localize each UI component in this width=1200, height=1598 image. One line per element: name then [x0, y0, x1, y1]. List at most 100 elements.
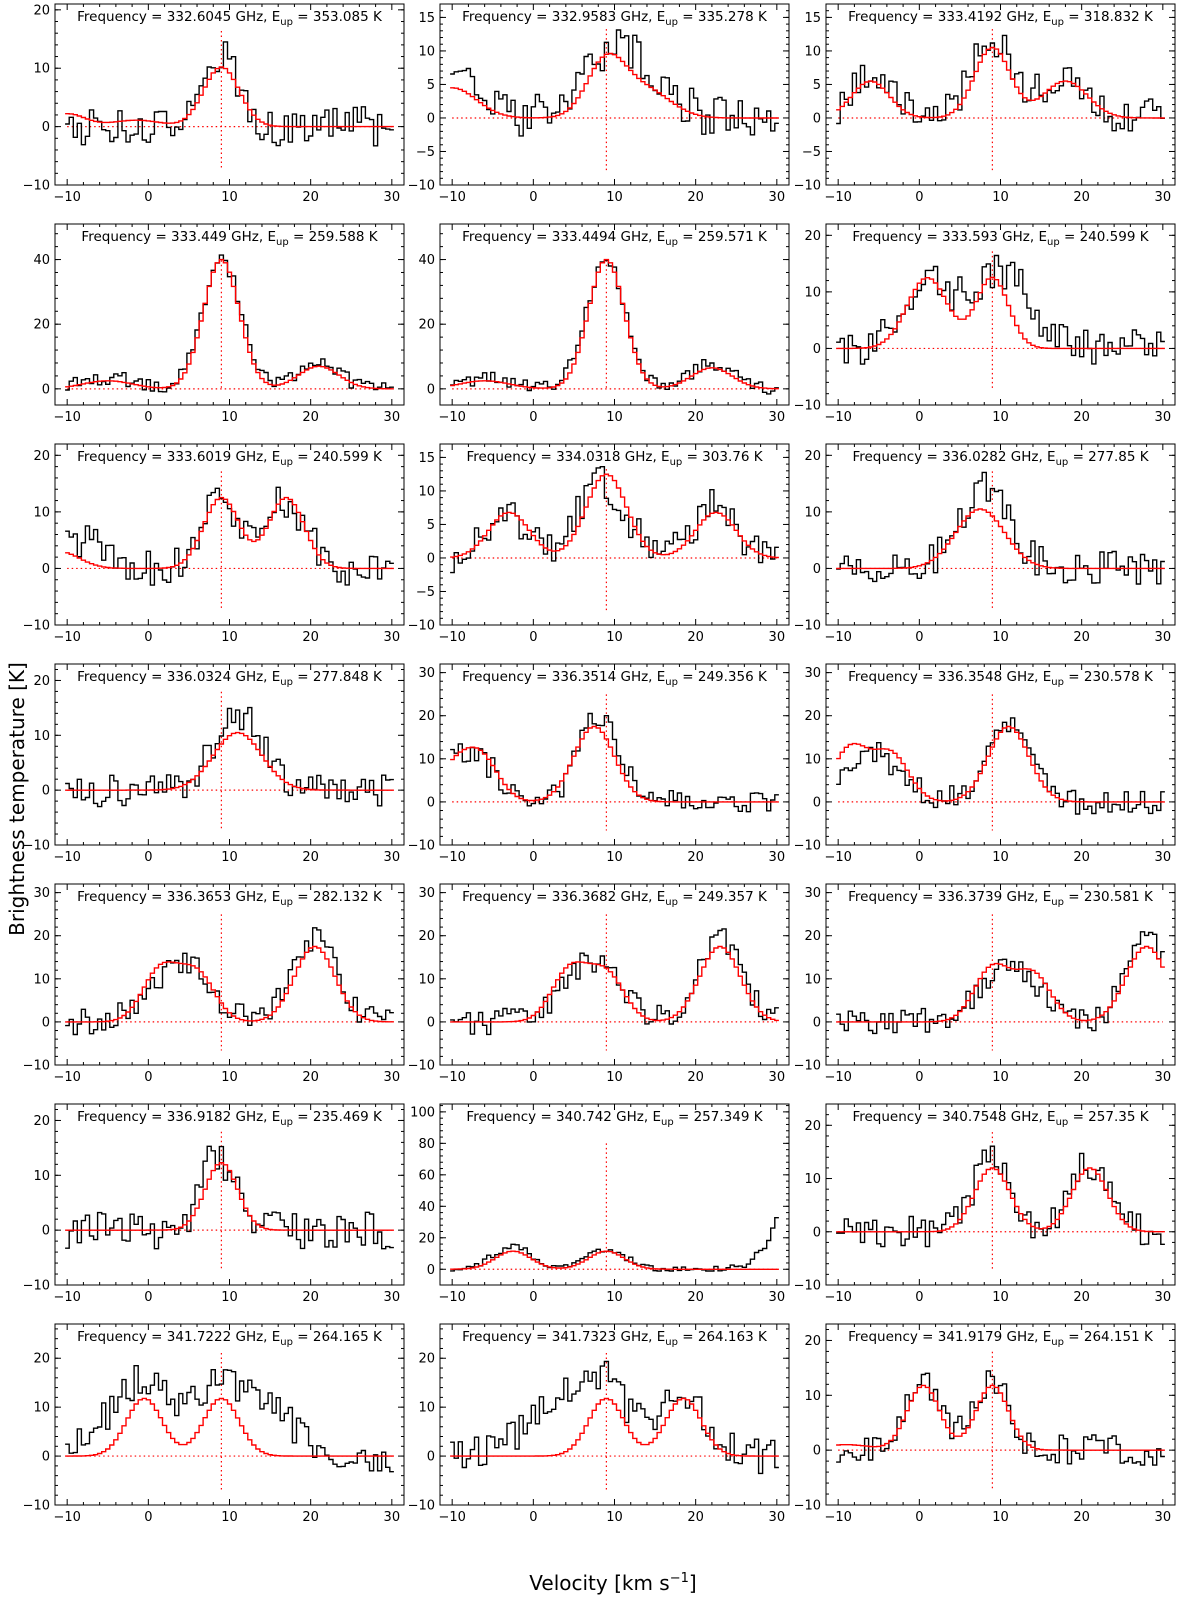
x-tick-label: 10 [992, 1510, 1009, 1525]
y-tick-label: −10 [408, 1059, 435, 1074]
y-tick-label: 10 [33, 1401, 50, 1416]
panel-title-eup: = 240.599 K [293, 449, 383, 465]
panel-title-eup: = 240.599 K [1060, 229, 1150, 245]
panel-title-eup: = 318.832 K [1064, 9, 1154, 25]
x-tick-label: 0 [915, 630, 923, 645]
panel-frame [54, 223, 405, 406]
spectrum-panel: −10 0 10 20 30 −10 0 10 20 30 Frequency = 336.3653… [23, 883, 405, 1085]
x-tick-label: 0 [915, 1510, 923, 1525]
panel-title-frequency: Frequency = 333.593 GHz, E [852, 229, 1047, 245]
model-spectrum [65, 945, 394, 1023]
y-tick-label: 10 [33, 1169, 50, 1184]
panel-title-frequency: Frequency = 340.7548 GHz, E [852, 1109, 1055, 1125]
x-tick-label: 10 [606, 410, 623, 425]
panel-frame [825, 883, 1176, 1066]
panel-title: Frequency = 336.3653 GHz, Eup = 282.132 … [77, 889, 383, 908]
x-tick-label: 30 [769, 1290, 786, 1305]
observed-spectrum [65, 1365, 394, 1473]
panel-title-frequency: Frequency = 336.3514 GHz, E [462, 669, 665, 685]
plot-area [450, 694, 779, 831]
x-tick-label: 10 [606, 1510, 623, 1525]
y-tick-label: 20 [418, 709, 435, 724]
spectrum-panel: −10 0 10 20 30 −10 −5 0 5 10 15 Frequency = 334.031… [408, 443, 790, 645]
y-tick-label: −10 [794, 1499, 821, 1514]
x-tick-label: −10 [824, 1290, 851, 1305]
panel-title-subscript: up [665, 17, 678, 28]
x-tick-label: 20 [687, 1510, 704, 1525]
x-tick-label: 20 [302, 190, 319, 205]
panel-title-eup: = 277.85 K [1068, 449, 1149, 465]
observed-spectrum [65, 927, 394, 1036]
y-tick-label: 20 [804, 1119, 821, 1134]
spectrum-panel: −10 0 10 20 30 −10 0 10 20 30 Frequency = 336.3739… [794, 883, 1176, 1085]
y-tick-label: 0 [427, 382, 435, 397]
y-tick-label: 20 [33, 1352, 50, 1367]
x-tick-label: 10 [221, 1510, 238, 1525]
x-tick-label: 30 [1155, 1070, 1172, 1085]
x-tick-label: 20 [1073, 630, 1090, 645]
y-tick-label: 0 [42, 562, 50, 577]
x-tick-label: 0 [144, 850, 152, 865]
plot-area [836, 251, 1165, 391]
y-tick-label: 10 [804, 1389, 821, 1404]
plot-area [65, 691, 394, 831]
x-tick-label: 0 [144, 410, 152, 425]
panel-title-subscript: up [665, 1337, 678, 1348]
panel-title-frequency: Frequency = 336.3653 GHz, E [77, 889, 280, 905]
y-tick-label: 0 [427, 111, 435, 126]
y-tick-label: 10 [418, 1401, 435, 1416]
panel-frame [54, 3, 405, 186]
observed-spectrum [836, 931, 1165, 1035]
x-tick-label: 20 [687, 1070, 704, 1085]
model-spectrum [836, 1167, 1165, 1233]
model-spectrum [836, 1384, 1165, 1451]
panel-title-subscript: up [280, 677, 293, 688]
panel-title-subscript: up [670, 457, 683, 468]
y-tick-label: 0 [813, 342, 821, 357]
observed-spectrum [836, 471, 1165, 585]
y-tick-label: −10 [794, 839, 821, 854]
y-tick-label: 20 [33, 929, 50, 944]
panel-title: Frequency = 336.3548 GHz, Eup = 230.578 … [848, 669, 1154, 688]
panel-frame [825, 663, 1176, 846]
x-tick-label: 30 [769, 630, 786, 645]
y-tick-label: 10 [804, 752, 821, 767]
observed-spectrum [65, 254, 394, 393]
spectrum-panel: −10 0 10 20 30 −10 0 10 20 Frequency = 336.0282 G… [794, 443, 1176, 645]
x-tick-label: 30 [769, 850, 786, 865]
y-tick-label: −10 [23, 1059, 50, 1074]
panel-title-eup: = 235.469 K [293, 1109, 383, 1125]
x-tick-label: 30 [769, 410, 786, 425]
plot-area [450, 258, 779, 395]
spectrum-panel: −10 0 10 20 30 −10 0 10 20 Frequency = 340.7548 G… [794, 1103, 1176, 1305]
spectrum-panel: −10 0 10 20 30 −10 0 10 20 Frequency = 341.9179 G… [794, 1323, 1176, 1525]
spectrum-panel: −10 0 10 20 30 −10 0 10 20 Frequency = 332.6045 G… [23, 3, 405, 205]
plot-area [65, 1353, 394, 1491]
plot-area [450, 914, 779, 1051]
x-tick-label: 30 [384, 410, 401, 425]
panel-title-frequency: Frequency = 333.4494 GHz, E [462, 229, 665, 245]
panel-frame [825, 1103, 1176, 1286]
panel-title-subscript: up [280, 17, 293, 28]
plot-area [65, 1131, 394, 1271]
observed-spectrum [450, 928, 779, 1036]
y-tick-label: −10 [23, 619, 50, 634]
x-tick-label: 10 [221, 850, 238, 865]
observed-spectrum [65, 486, 394, 586]
y-tick-label: 0 [427, 1450, 435, 1465]
y-tick-label: 20 [804, 229, 821, 244]
panel-frame [54, 1323, 405, 1506]
panel-title-subscript: up [665, 677, 678, 688]
x-tick-label: −10 [824, 1510, 851, 1525]
spectrum-panel: −10 0 10 20 30 −10 0 10 20 30 Frequency = 336.3514… [408, 663, 790, 865]
x-tick-label: −10 [438, 1070, 465, 1085]
panel-title-frequency: Frequency = 333.6019 GHz, E [77, 449, 280, 465]
panel-title-frequency: Frequency = 336.3682 GHz, E [462, 889, 665, 905]
plot-area [836, 914, 1165, 1051]
spectrum-panel: −10 0 10 20 30 −10 0 10 20 Frequency = 333.593 GH… [794, 223, 1176, 425]
panel-title: Frequency = 341.7323 GHz, Eup = 264.163 … [462, 1329, 768, 1348]
y-tick-label: 20 [804, 1334, 821, 1349]
